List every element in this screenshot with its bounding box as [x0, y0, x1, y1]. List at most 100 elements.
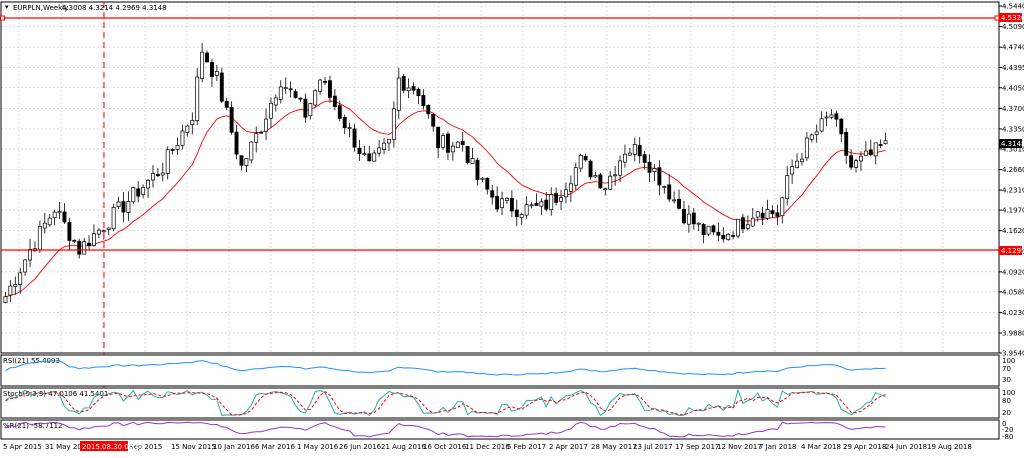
- upper-line-handle[interactable]: [0, 15, 5, 21]
- candle-body: [131, 187, 136, 203]
- candle-body: [313, 90, 318, 106]
- candle-body: [293, 91, 298, 98]
- lower-line-price-tag: [999, 246, 1022, 255]
- candle-body: [603, 188, 608, 191]
- candle-body: [342, 117, 347, 129]
- stochastic-panel[interactable]: [0, 387, 1000, 419]
- time-tick-label: 26 Jun 2016: [339, 443, 382, 451]
- candle-body: [790, 166, 795, 175]
- time-tick-label: 17 Sep 2017: [675, 443, 719, 451]
- candle-body: [544, 199, 549, 210]
- candle-body: [450, 145, 455, 153]
- candle-body: [814, 131, 819, 135]
- candle-body: [224, 100, 229, 108]
- price-tick-label: 3.9880: [1002, 330, 1024, 338]
- price-tick-label: 4.4395: [1002, 64, 1024, 72]
- candle-body: [800, 158, 804, 163]
- time-tick-label: 29 Apr 2018: [843, 443, 886, 451]
- candle-body: [475, 159, 480, 181]
- candle-body: [165, 149, 170, 174]
- candle-body: [844, 132, 849, 156]
- candle-body: [288, 88, 293, 91]
- moving-average-line: [5, 100, 886, 298]
- candle-body: [87, 242, 91, 247]
- candle-body: [775, 212, 780, 217]
- candle-body: [195, 76, 200, 121]
- candle-body: [750, 217, 755, 227]
- time-tick-label: 6 Mar 2016: [255, 443, 295, 451]
- candle-body: [613, 174, 618, 177]
- candle-body: [431, 113, 436, 127]
- rsi-level-30: 30: [1002, 376, 1011, 384]
- candle-body: [382, 142, 386, 150]
- time-tick-label: 31 May 2015: [45, 443, 91, 451]
- williams-r-panel[interactable]: [0, 419, 1000, 440]
- candle-body: [672, 199, 677, 202]
- candle-body: [632, 144, 637, 155]
- candle-body: [573, 167, 578, 186]
- candle-body: [568, 183, 573, 192]
- candle-body: [8, 285, 13, 296]
- candle-body: [205, 52, 209, 63]
- candle-body: [136, 188, 141, 197]
- candle-body: [839, 118, 844, 135]
- ohlc-label: 4.3008 4.3214 4.2969 4.3148: [62, 4, 167, 12]
- candle-body: [480, 177, 485, 180]
- stochastic-main-line: [5, 388, 886, 417]
- time-tick-label: 2 Apr 2017: [549, 443, 588, 451]
- candle-body: [647, 161, 652, 173]
- candle-body: [396, 77, 401, 111]
- wpr-level-20: -20: [1002, 426, 1013, 434]
- rsi-panel[interactable]: [0, 354, 1000, 387]
- crosshair-date-label: 2015.08.30 00:00: [82, 443, 144, 451]
- candle-body: [549, 194, 554, 211]
- candle-body: [539, 201, 544, 207]
- time-tick-label: 11 Dec 2016: [465, 443, 510, 451]
- candle-body: [578, 155, 583, 169]
- time-tick-label: 1 May 2016: [297, 443, 339, 451]
- candle-body: [229, 107, 234, 133]
- candle-body: [441, 135, 445, 148]
- candle-body: [505, 198, 509, 201]
- candle-body: [711, 225, 716, 233]
- time-tick-label: 7 Jan 2018: [759, 443, 797, 451]
- candle-body: [465, 146, 470, 163]
- upper-line-handle-right[interactable]: [994, 15, 1000, 21]
- candle-body: [406, 87, 411, 92]
- candle-body: [47, 217, 52, 226]
- candle-body: [686, 213, 691, 225]
- price-tick-label: 4.5090: [1002, 23, 1024, 31]
- crosshair-date-tag: [80, 441, 128, 451]
- candle-body: [62, 211, 67, 223]
- time-tick-label: 28 May 2017: [591, 443, 637, 451]
- candle-body: [146, 180, 150, 189]
- candle-body: [244, 158, 249, 166]
- price-tick-label: 4.3700: [1002, 105, 1024, 113]
- time-axis[interactable]: 5 Apr 2015 31 May 2015 Sep 2015 15 Nov 2015…: [3, 443, 972, 451]
- price-tick-label: 4.3010: [1002, 145, 1024, 153]
- candle-body: [160, 172, 165, 176]
- candle-body: [667, 184, 672, 200]
- candle-body: [170, 149, 175, 151]
- candle-body: [662, 186, 667, 188]
- price-axis[interactable]: 4.5440 4.5090 4.4740 4.4395 4.4050 4.3700 4.33…: [999, 3, 1024, 358]
- rsi-level-100: 100: [1002, 357, 1015, 365]
- candle-body: [564, 189, 568, 198]
- candle-body: [726, 233, 731, 240]
- candle-body: [534, 202, 539, 206]
- candle-body: [77, 240, 82, 255]
- candle-body: [234, 131, 239, 155]
- candle-body: [377, 147, 382, 154]
- candle-body: [470, 158, 475, 164]
- candle-body: [18, 272, 23, 285]
- candle-body: [770, 210, 775, 215]
- candle-body: [28, 249, 32, 261]
- candle-body: [883, 140, 888, 144]
- candle-body: [249, 141, 254, 161]
- chart-menu-icon[interactable]: ▾: [5, 3, 9, 11]
- candle-body: [657, 167, 662, 186]
- candle-body: [13, 284, 18, 287]
- candle-body: [873, 142, 878, 157]
- symbol-label: EURPLN,Weekly: [13, 4, 68, 12]
